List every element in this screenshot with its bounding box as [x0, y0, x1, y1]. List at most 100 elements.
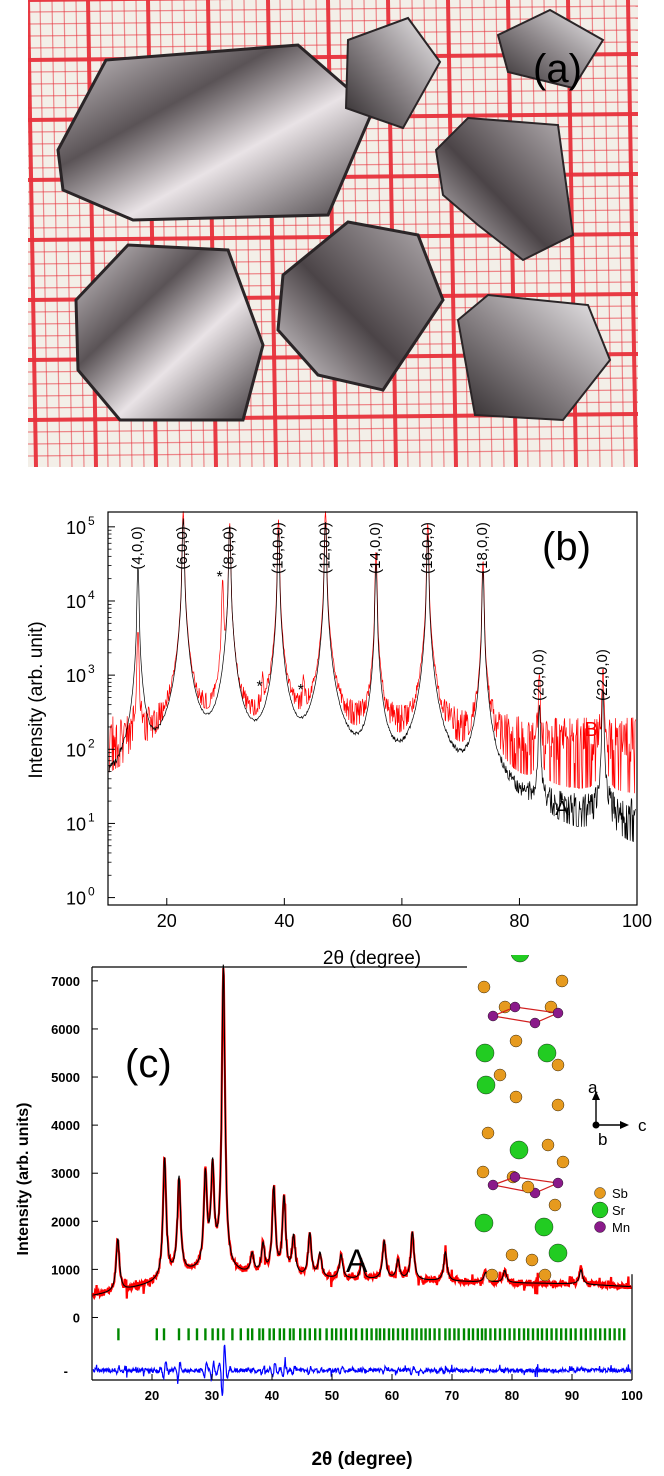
- crystal-5: [74, 243, 265, 422]
- atom: [548, 1198, 562, 1212]
- chart-c-ytick-label: 0: [73, 1310, 80, 1325]
- chart-b-ytick-sup: 1: [88, 810, 95, 824]
- chart-c-xtick-label: 60: [385, 1388, 399, 1403]
- chart-c-ytick-label: 2000: [51, 1214, 80, 1229]
- legend-swatch-sr: [591, 1201, 609, 1219]
- chart-b-xtick-label: 20: [157, 911, 177, 931]
- chart-b-xlabel: 2θ (degree): [323, 948, 421, 969]
- series-label-B: B: [585, 719, 598, 741]
- legend-swatch-sb: [594, 1187, 606, 1199]
- chart-c-xtick-label: 80: [505, 1388, 519, 1403]
- atom: [548, 1243, 568, 1263]
- atom: [485, 1268, 499, 1282]
- chart-b-panel-label: (b): [542, 525, 591, 569]
- peak-annotation: (20,0,0): [530, 649, 547, 701]
- crystal-photo: (a): [28, 0, 638, 467]
- series-B-line: [108, 511, 636, 794]
- atom: [487, 1010, 499, 1022]
- chart-b-ytick-label: 10: [66, 666, 86, 686]
- chart-b-ytick-label: 10: [66, 518, 86, 538]
- legend-label-mn: Mn: [612, 1220, 630, 1235]
- atom: [509, 1034, 523, 1048]
- impurity-star: *: [216, 569, 222, 586]
- chart-c-xtick-label: 70: [445, 1388, 459, 1403]
- atom: [493, 1068, 507, 1082]
- chart-b-ytick-label: 10: [66, 740, 86, 760]
- atom: [487, 1179, 499, 1191]
- legend-swatch-mn: [594, 1221, 606, 1233]
- atom: [538, 1268, 552, 1282]
- chart-c-sample-label: A: [346, 1243, 368, 1279]
- impurity-star: *: [298, 682, 304, 699]
- atom: [552, 1007, 564, 1019]
- peak-annotation: (14,0,0): [367, 522, 384, 574]
- axis-a-label: a: [588, 1078, 598, 1097]
- crystal-2: [344, 16, 442, 130]
- crystal-7: [456, 293, 612, 422]
- calculated-pattern: [93, 964, 631, 1296]
- crystal-structure-inset: a b c Sb Sr Mn: [474, 955, 647, 1282]
- chart-b-ytick-sup: 4: [88, 588, 95, 602]
- chart-b-ytick-sup: 2: [88, 736, 95, 750]
- crystal-6: [276, 220, 445, 392]
- chart-c-ytick-label: 5000: [51, 1070, 80, 1085]
- chart-c-ytick-label: 7000: [51, 974, 80, 989]
- chart-b-xtick-label: 60: [392, 911, 412, 931]
- atom: [509, 1090, 523, 1104]
- crystal-4: [434, 116, 575, 262]
- atom: [534, 1217, 554, 1237]
- axis-b-dot: [592, 1121, 600, 1129]
- crystal-1: [56, 43, 375, 222]
- chart-c-xtick-label: 100: [621, 1388, 643, 1403]
- chart-b-ylabel: Intensity (arb. unit): [26, 621, 47, 778]
- chart-c-xtick-label: 20: [145, 1388, 159, 1403]
- chart-c-ytick-label: -: [64, 1363, 68, 1378]
- peak-annotation: (8,0,0): [221, 526, 238, 569]
- chart-b-xtick-label: 100: [622, 911, 652, 931]
- crystal-3: [496, 8, 605, 90]
- peak-annotation: (18,0,0): [474, 522, 491, 574]
- atom: [552, 1177, 564, 1189]
- chart-b-ytick-label: 10: [66, 592, 86, 612]
- chart-b-xtick-label: 80: [509, 911, 529, 931]
- chart-b-ytick-label: 10: [66, 889, 86, 909]
- peak-annotation: (10,0,0): [269, 522, 286, 574]
- atom: [529, 1017, 541, 1029]
- chart-c-xtick-label: 90: [565, 1388, 579, 1403]
- chart-b-frame: [107, 511, 638, 906]
- series-label-A: A: [555, 798, 569, 820]
- axis-a-arrowhead: [592, 1091, 600, 1100]
- axis-c-label: c: [638, 1116, 647, 1135]
- atom: [537, 1043, 557, 1063]
- atom: [555, 974, 569, 988]
- chart-c: 20 30 40 50 60 70 80 90 100010002000300040005000…: [15, 955, 647, 1470]
- chart-c-xtick-label: 30: [205, 1388, 219, 1403]
- chart-c-xlabel: 2θ (degree): [311, 1449, 412, 1470]
- chart-b-ytick-sup: 5: [88, 514, 95, 528]
- peak-annotation: (4,0,0): [129, 526, 146, 569]
- difference-pattern: [92, 1344, 632, 1396]
- chart-c-ylabel: Intensity (arb. units): [15, 1103, 32, 1256]
- peak-annotation: (6,0,0): [174, 526, 191, 569]
- atom: [509, 1140, 529, 1160]
- peak-annotation: (12,0,0): [316, 522, 333, 574]
- atom: [521, 1180, 535, 1194]
- atom: [477, 980, 491, 994]
- chart-c-xtick-label: 50: [325, 1388, 339, 1403]
- atom: [525, 1253, 539, 1267]
- chart-c-ytick-label: 1000: [51, 1262, 80, 1277]
- atom: [481, 1126, 495, 1140]
- chart-c-panel-label: (c): [125, 1042, 172, 1086]
- impurity-star: *: [256, 678, 262, 695]
- chart-c-ytick-label: 4000: [51, 1118, 80, 1133]
- chart-b-ytick-label: 10: [66, 814, 86, 834]
- chart-b-ytick-sup: 0: [88, 885, 95, 899]
- peak-annotation: (16,0,0): [419, 522, 436, 574]
- atom: [476, 1165, 490, 1179]
- chart-c-xtick-label: 40: [265, 1388, 279, 1403]
- peak-annotation: (22,0,0): [594, 649, 611, 701]
- chart-c-ytick-label: 3000: [51, 1166, 80, 1181]
- legend-label-sr: Sr: [612, 1203, 626, 1218]
- atom: [509, 1171, 521, 1183]
